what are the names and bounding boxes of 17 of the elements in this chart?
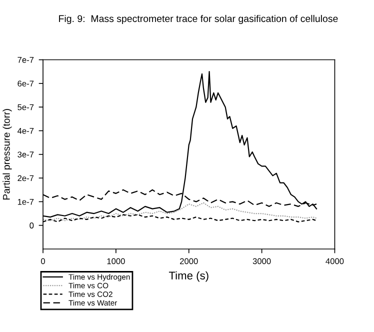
y-tick-label: 5e-7 xyxy=(18,104,34,110)
x-tick-label: 1000 xyxy=(107,258,125,264)
y-axis-title: Partial pressure (torr) xyxy=(2,109,12,200)
y-tick-label: 2e-7 xyxy=(18,175,34,182)
x-tick-label: 2000 xyxy=(180,258,198,264)
chart-title: Fig. 9: Mass spectrometer trace for solar gasification of cellulose xyxy=(59,14,338,24)
line-series xyxy=(43,202,318,222)
y-tick-label: 0 xyxy=(30,222,34,228)
y-tick-label: 4e-7 xyxy=(17,128,34,134)
x-axis-title: Time (s) xyxy=(168,271,208,282)
y-tick-label: 1e-7 xyxy=(18,198,34,205)
y-tick-label: 7e-7 xyxy=(18,57,34,63)
y-tick-label: 6e-7 xyxy=(18,80,34,87)
y-tick-label: 3e-7 xyxy=(18,152,34,158)
x-tick-label: 3000 xyxy=(252,258,271,264)
x-tick-label: 0 xyxy=(41,258,45,264)
x-tick-label: 4000 xyxy=(326,258,344,264)
